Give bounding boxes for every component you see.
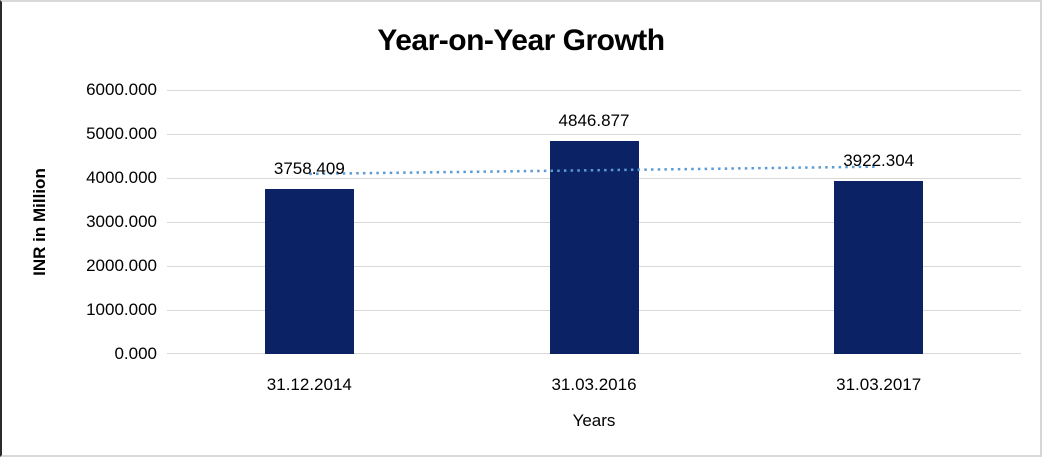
x-axis-title: Years	[572, 411, 616, 430]
y-axis-tick-label: 3000.000	[86, 212, 157, 231]
bar	[264, 188, 354, 354]
x-axis-tick-label: 31.03.2016	[551, 375, 637, 394]
gridline	[167, 134, 1021, 135]
y-axis-tick-label: 6000.000	[86, 80, 157, 99]
y-axis-tick-label: 2000.000	[86, 256, 157, 275]
bar-value-label: 3922.304	[843, 151, 915, 171]
x-axis-tick-label: 31.03.2017	[836, 375, 922, 394]
plot-area: 3758.409 4846.877 3922.304	[167, 90, 1021, 354]
y-axis-tick-label: 5000.000	[86, 124, 157, 143]
bar-value-label: 4846.877	[558, 110, 630, 130]
x-axis-tick-label: 31.12.2014	[266, 375, 352, 394]
chart-title: Year-on-Year Growth	[377, 24, 665, 57]
y-axis-tick-label: 4000.000	[86, 168, 157, 187]
bar	[834, 181, 924, 354]
bar-value-label: 3758.409	[273, 158, 345, 178]
y-axis-tick-label: 0.000	[114, 344, 157, 363]
y-axis-tick-label: 1000.000	[86, 300, 157, 319]
gridline	[167, 90, 1021, 91]
bar	[549, 140, 639, 354]
